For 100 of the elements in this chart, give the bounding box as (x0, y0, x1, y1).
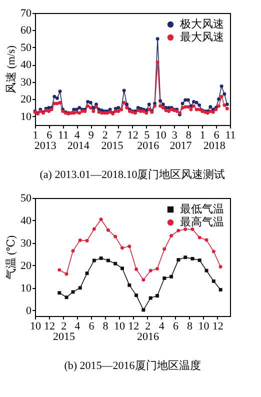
point (198, 258, 202, 262)
point (99, 256, 103, 260)
point (190, 256, 194, 260)
x2-tick-label: 2015 (101, 140, 124, 152)
point (106, 228, 110, 232)
x-tick-label: 12 (127, 130, 138, 142)
x-tick-label: 4 (74, 130, 80, 142)
x-tick-label: 12 (212, 320, 224, 332)
point (176, 228, 180, 232)
x-tick-label: 8 (102, 320, 109, 332)
y-tick-label: 30 (20, 237, 32, 250)
point (78, 286, 82, 290)
x-tick-label: 6 (172, 320, 179, 332)
legend-label: 最大风速 (180, 30, 224, 44)
point (114, 262, 118, 266)
point (198, 236, 202, 240)
x-tick-label: 1 (200, 130, 206, 142)
point (78, 238, 82, 242)
x-tick-label: 6 (88, 320, 95, 332)
point (170, 274, 174, 278)
x2-tick-label: 2016 (137, 140, 160, 152)
point (128, 283, 132, 287)
x-tick-label: 2 (102, 130, 108, 142)
point (170, 234, 174, 238)
y-tick-label: 50 (20, 42, 32, 54)
point (148, 296, 152, 300)
y-tick-label: 40 (20, 59, 32, 72)
x2-tick-label: 2013 (34, 140, 57, 152)
y-tick-label: 10 (20, 282, 32, 294)
y-tick-label: 20 (20, 260, 32, 272)
x-tick-label: 2 (145, 320, 151, 332)
x-tick-label: 1 (32, 130, 38, 142)
x2-tick-label: 2014 (67, 140, 90, 152)
point (218, 265, 222, 269)
point (212, 250, 216, 254)
x-tick-label: 3 (172, 130, 178, 142)
x-tick-label: 11 (225, 130, 236, 142)
point (156, 267, 159, 271)
point (85, 272, 89, 276)
point (128, 244, 132, 248)
x-tick-label: 8 (187, 320, 193, 332)
y-axis-title: 风速 (m/s) (4, 45, 18, 94)
legend-label: 最高气温 (180, 216, 224, 228)
x-tick-label: 6 (46, 130, 53, 142)
point (148, 268, 152, 272)
legend-label: 极大风速 (179, 18, 224, 30)
point (58, 291, 62, 295)
x-tick-label: 4 (74, 320, 81, 332)
point (64, 296, 68, 300)
point (142, 308, 146, 312)
point (162, 276, 166, 280)
point (218, 288, 222, 292)
point (176, 258, 180, 262)
y-tick-label: 20 (20, 94, 32, 106)
point (58, 268, 62, 272)
point (99, 218, 103, 222)
point (162, 247, 166, 251)
y-tick-label: 0 (26, 304, 32, 317)
text: (b) 2015—2016厦门地区温度 (64, 359, 201, 372)
x-tick-label: 7 (116, 130, 122, 142)
x-tick-label: 5 (144, 130, 150, 142)
point (120, 246, 124, 250)
x-tick-label: 12 (44, 320, 56, 332)
y-axis-title: 气温 (℃) (6, 234, 18, 280)
point (212, 279, 216, 283)
x2-tick-label: 2015 (53, 331, 76, 343)
point (142, 278, 146, 282)
x-tick-label: 8 (186, 130, 192, 142)
point (204, 238, 208, 242)
point (156, 294, 159, 298)
text: (a) 2013.01—2018.10厦门地区风速测试 (40, 168, 226, 181)
point (184, 228, 188, 231)
x-tick-label: 10 (155, 130, 167, 142)
y-tick-label: 40 (20, 214, 32, 227)
x-tick-label: 9 (88, 130, 94, 142)
point (134, 294, 138, 298)
x2-tick-label: 2016 (137, 331, 160, 343)
y-tick-label: 30 (20, 76, 32, 88)
x-tick-label: 2 (61, 320, 67, 332)
x-tick-label: 11 (58, 130, 69, 142)
x-tick-label: 6 (214, 130, 220, 142)
point (184, 256, 188, 260)
point (92, 227, 96, 231)
x2-tick-label: 2018 (203, 140, 226, 152)
x-tick-label: 12 (128, 320, 140, 332)
y-tick-label: 70 (20, 8, 32, 20)
point (64, 272, 68, 276)
x-tick-label: 10 (114, 320, 126, 332)
point (114, 234, 118, 238)
y-tick-label: 10 (20, 110, 32, 123)
point (134, 268, 138, 271)
point (71, 249, 75, 253)
x-tick-label: 10 (30, 320, 42, 332)
x-tick-label: 10 (198, 320, 210, 332)
x-tick-label: 4 (158, 320, 165, 332)
point (85, 238, 89, 242)
point (190, 228, 194, 231)
point (120, 266, 124, 270)
x2-tick-label: 2017 (170, 140, 192, 152)
y-tick-label: 60 (20, 24, 32, 37)
